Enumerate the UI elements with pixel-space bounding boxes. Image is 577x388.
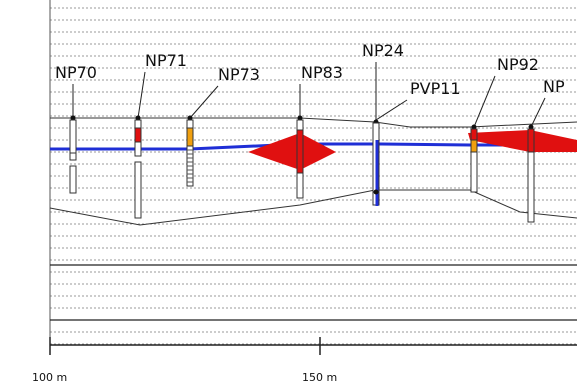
ground-surface-line [50,117,577,128]
well-label: NP71 [145,51,187,70]
well-pvp11[interactable]: PVP11 [375,79,461,121]
label-leader-line [137,71,146,119]
well-casing-segment [134,119,142,129]
well-np71[interactable]: NP71 [134,51,187,219]
label-leader-line [189,85,219,119]
well-casing-segment [470,139,478,153]
well-label: NP73 [218,65,260,84]
well-casing-segment [134,141,142,157]
well-label: NP24 [362,41,404,60]
well-casing-segment [527,128,535,153]
well-casing-segment [134,161,142,219]
well-np73[interactable]: NP73 [186,65,260,187]
well-casing-segment [186,119,194,129]
well-casing-segment [527,151,535,223]
well-casing-segment [296,129,304,174]
well-head-marker [70,115,76,121]
label-leader-line [375,99,408,121]
well-np83[interactable]: NP83 [296,63,343,199]
distance-axis-ticks: 100 m 150 m [32,337,337,384]
axis-tick-label: 150 m [302,371,337,384]
well-label: NP83 [301,63,343,82]
well-np_partial[interactable]: NP [527,77,565,223]
well-casing-segment [296,172,304,199]
water-table-line [50,142,577,151]
well-label: NP70 [55,63,97,82]
well-casing-segment [470,151,478,193]
well-head-marker [135,115,141,121]
label-leader-line [530,97,546,128]
well-np92[interactable]: NP92 [470,55,539,193]
well-label: NP92 [497,55,539,74]
label-leader-line [473,75,496,128]
well-casing-segment [69,152,77,161]
well-bottom-marker [373,189,379,195]
well-label: PVP11 [410,79,461,98]
well-np70[interactable]: NP70 [55,63,97,194]
well-head-marker [528,124,534,130]
well-head-marker [471,124,477,130]
well-casing-segment [186,127,194,147]
well-head-marker [297,115,303,121]
contamination-zone-np83[interactable] [248,133,336,170]
well-np24[interactable]: NP24 [362,41,404,206]
well-casing-segment [134,127,142,143]
well-label: NP [543,77,565,96]
well-casing-segment [69,165,77,194]
contamination-zone-np92[interactable] [468,130,577,152]
well-casing-segment [296,119,304,131]
axis-tick-label: 100 m [32,371,67,384]
well-casing-segment [470,128,478,141]
aquifer-base-line [49,189,577,226]
well-head-marker [187,115,193,121]
